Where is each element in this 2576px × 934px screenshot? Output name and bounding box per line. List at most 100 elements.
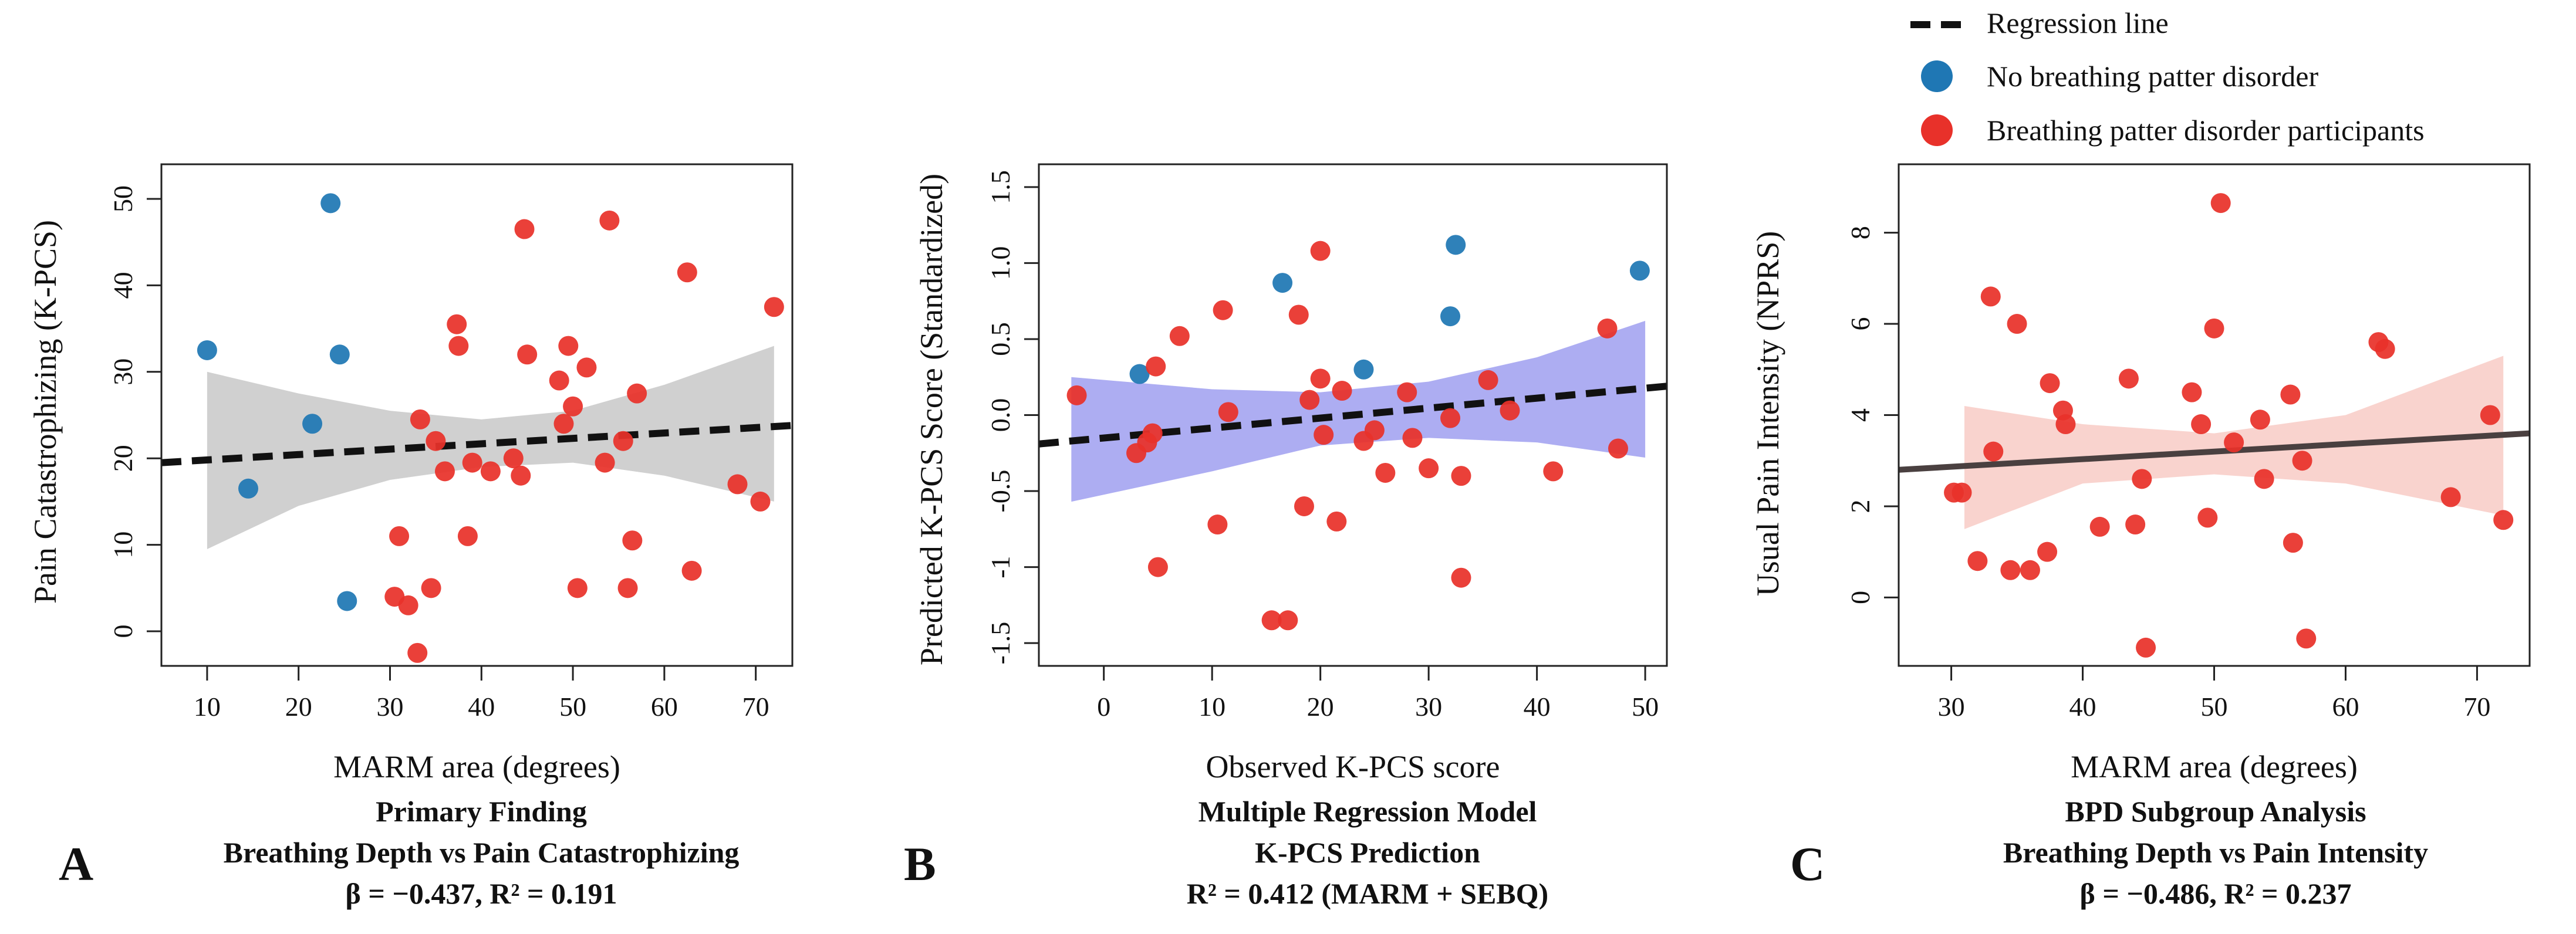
data-point [1440, 408, 1461, 428]
x-tick-label: 50 [559, 692, 586, 722]
data-point [2040, 373, 2060, 394]
x-tick-label: 50 [2201, 692, 2228, 722]
data-point [1980, 286, 2001, 307]
y-tick-label: -0.5 [985, 470, 1015, 513]
data-point [2037, 542, 2058, 562]
data-point [2089, 516, 2110, 537]
y-axis-label: Pain Catastrophizing (K-PCS) [28, 220, 63, 604]
data-point [238, 478, 259, 499]
data-point [1213, 300, 1233, 320]
y-tick-label: -1 [985, 556, 1015, 578]
panel-caption-line: R² = 0.412 (MARM + SEBQ) [1187, 877, 1548, 910]
data-point [1129, 364, 1150, 384]
data-point [627, 383, 647, 404]
y-tick-label: 50 [108, 185, 138, 212]
data-point [398, 595, 418, 615]
panel-caption-line: BPD Subgroup Analysis [2065, 795, 2366, 828]
panel-caption-line: Multiple Regression Model [1198, 795, 1537, 828]
y-tick-label: 0 [108, 625, 138, 638]
data-point [2197, 507, 2218, 528]
data-point [2132, 469, 2152, 489]
panel-caption-line: Breathing Depth vs Pain Intensity [2003, 836, 2428, 869]
data-point [1983, 441, 2004, 462]
panel-a: 10 20 30 40 50 60 70 0 10 20 30 40 50 MARM area (degr… [28, 163, 794, 910]
data-point [750, 491, 771, 512]
data-point [447, 314, 467, 334]
x-tick-label: 0 [1097, 692, 1110, 722]
panel-b: 0 10 20 30 40 50 -1.5 -1 -0.5 0.0 0.5 1.0 1.5 Observe… [904, 163, 1668, 910]
data-point [2210, 193, 2231, 214]
data-point [407, 642, 428, 663]
data-point [2283, 533, 2303, 553]
data-point [2250, 410, 2270, 430]
data-point [1397, 382, 1417, 402]
data-point [2224, 432, 2244, 453]
x-tick-label: 60 [2332, 692, 2359, 722]
confidence-band [207, 346, 774, 549]
panel-caption-line: β = −0.486, R² = 0.237 [2080, 877, 2352, 910]
data-point [421, 578, 441, 598]
data-point [1353, 359, 1374, 380]
data-point [1207, 515, 1228, 535]
x-tick-label: 10 [194, 692, 221, 722]
y-tick-label: 1.5 [985, 170, 1015, 204]
data-point [563, 396, 583, 417]
regression-line [161, 422, 792, 466]
data-point [517, 344, 538, 365]
x-tick-label: 30 [1938, 692, 1965, 722]
y-tick-label: 0.0 [985, 398, 1015, 432]
data-point [1310, 241, 1331, 261]
data-point [1169, 326, 1190, 346]
data-point [480, 461, 501, 482]
data-point [2375, 339, 2395, 359]
data-point [1278, 610, 1298, 631]
data-point [1288, 304, 1309, 325]
data-point [410, 409, 430, 429]
data-point [1326, 511, 1347, 532]
data-point [2000, 560, 2021, 580]
data-point [2182, 382, 2202, 402]
data-point [2125, 515, 2146, 535]
data-point [389, 526, 410, 546]
data-point [503, 448, 524, 469]
panel-caption-line: K-PCS Prediction [1255, 836, 1480, 869]
y-tick-label: 20 [108, 445, 138, 472]
x-tick-label: 40 [468, 692, 495, 722]
data-point [1440, 306, 1461, 327]
y-tick-label: 10 [108, 532, 138, 559]
y-tick-label: 8 [1845, 226, 1875, 239]
x-tick-label: 30 [376, 692, 403, 722]
x-tick-label: 10 [1198, 692, 1225, 722]
data-point [1543, 461, 1564, 482]
data-point [1272, 273, 1293, 293]
panel-caption-line: Primary Finding [376, 795, 587, 828]
legend: Regression line No breathing patter diso… [1910, 6, 2425, 147]
data-point [1629, 260, 1650, 281]
y-axis-label: Usual Pain Intensity (NPRS) [1750, 231, 1785, 597]
data-point [1147, 557, 1168, 577]
y-tick-label: 6 [1845, 317, 1875, 331]
y-tick-label: 0 [1845, 591, 1875, 604]
data-point [1294, 496, 1314, 516]
data-point [302, 414, 323, 434]
data-point [1364, 420, 1385, 441]
panel-c: 30 40 50 60 70 0 2 4 6 8 MARM area (degrees) Usual … [1750, 163, 2531, 910]
data-point [567, 578, 588, 598]
data-point [514, 219, 535, 239]
x-tick-label: 70 [2463, 692, 2490, 722]
y-tick-label: 2 [1845, 499, 1875, 513]
y-tick-label: 30 [108, 358, 138, 385]
x-tick-label: 40 [1524, 692, 1551, 722]
data-point [1314, 425, 1334, 445]
data-point [681, 560, 702, 581]
data-point [613, 431, 633, 451]
legend-label-no-bpd: No breathing patter disorder [1987, 60, 2318, 93]
data-point [2204, 318, 2224, 339]
data-point [1500, 400, 1520, 421]
data-point [576, 357, 597, 378]
x-tick-label: 30 [1415, 692, 1442, 722]
data-point [1310, 368, 1331, 389]
data-point [1261, 610, 1282, 631]
legend-label-regression: Regression line [1987, 6, 2169, 39]
